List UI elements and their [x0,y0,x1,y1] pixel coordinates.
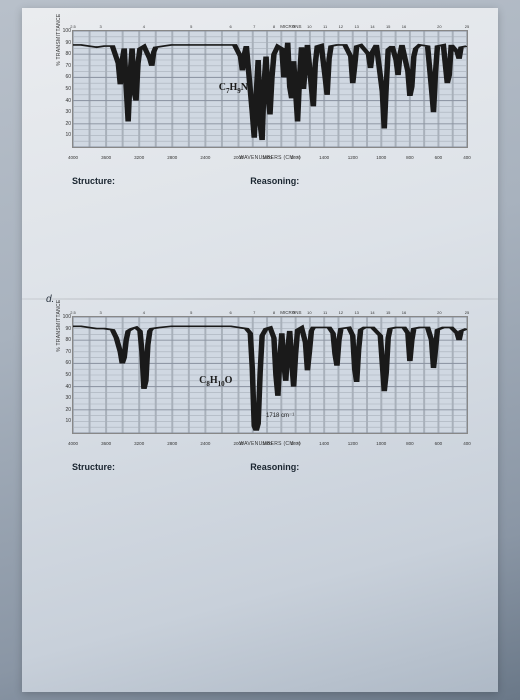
micron-label-c: MICRONS [280,24,301,29]
structure-label-c: Structure: [72,176,250,186]
paper-sheet: MICRONS 2.53456789101112131415162025 % T… [22,8,498,692]
x-axis-label-d: WAVENUMBERS (CM⁻¹) [239,441,300,447]
reasoning-label-d: Reasoning: [250,462,468,472]
spectrum-d-block: d. MICRONS 2.53456789101112131415162025 … [72,316,468,472]
x-axis-label-c: WAVENUMBERS (CM⁻¹) [239,155,300,161]
micron-label-d: MICRONS [280,310,301,315]
y-ticks-c: 102030405060708090100 [61,31,71,147]
answer-row-c: Structure: Reasoning: [72,176,468,186]
formula-c: C7H9N [219,82,248,95]
formula-d: C8H10O [199,375,232,388]
answer-row-d: Structure: Reasoning: [72,462,468,472]
spectrum-c-path [73,43,467,140]
reasoning-label-c: Reasoning: [250,176,468,186]
spectrum-c-chart: MICRONS 2.53456789101112131415162025 % T… [72,30,468,148]
spectrum-d-chart: MICRONS 2.53456789101112131415162025 % T… [72,316,468,434]
y-ticks-d: 102030405060708090100 [61,317,71,433]
spectrum-c-svg [73,31,467,147]
spectrum-c-block: MICRONS 2.53456789101112131415162025 % T… [72,30,468,186]
paper-fold [22,298,498,300]
peak-label-d: 1718 cm⁻¹ [266,412,294,419]
structure-label-d: Structure: [72,462,250,472]
part-d-label: d. [46,294,54,305]
